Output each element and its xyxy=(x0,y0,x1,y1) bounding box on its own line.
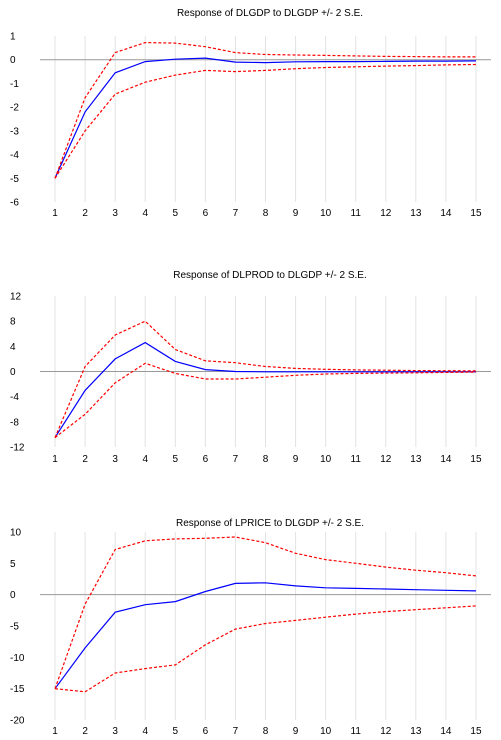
y-tick-label: -5 xyxy=(10,174,19,185)
series-line-upper xyxy=(54,536,477,689)
x-tick-label: 10 xyxy=(320,454,332,465)
x-tick-label: 7 xyxy=(233,454,239,465)
y-tick-label: 0 xyxy=(10,590,16,601)
x-tick-label: 3 xyxy=(112,726,118,737)
x-tick-label: 14 xyxy=(440,454,452,465)
x-tick-label: 3 xyxy=(112,454,118,465)
y-tick-label: -20 xyxy=(10,716,25,727)
x-tick-label: 5 xyxy=(173,454,179,465)
x-tick-label: 12 xyxy=(380,454,392,465)
chart-dlgdp-response: Response of DLGDP to DLGDP +/- 2 S.E. -6 -… xyxy=(10,8,491,219)
x-tick-label: 8 xyxy=(263,208,269,219)
y-tick-label: 5 xyxy=(10,559,16,570)
series-line-lower xyxy=(54,362,477,439)
y-tick-label: -8 xyxy=(10,417,19,428)
x-tick-label: 3 xyxy=(112,208,118,219)
x-tick-label: 6 xyxy=(203,726,209,737)
x-tick-label: 2 xyxy=(82,208,88,219)
y-tick-label: -2 xyxy=(10,103,19,114)
x-tick-label: 8 xyxy=(263,726,269,737)
x-tick-label: 10 xyxy=(320,726,332,737)
y-tick-label: 1 xyxy=(10,32,16,43)
x-tick-label: 2 xyxy=(82,726,88,737)
x-tick-label: 7 xyxy=(233,726,239,737)
y-tick-label: -4 xyxy=(10,150,19,161)
y-tick-label: -3 xyxy=(10,126,19,137)
x-tick-label: 9 xyxy=(293,208,299,219)
x-tick-label: 9 xyxy=(293,726,299,737)
y-tick-label: 12 xyxy=(10,292,22,303)
y-tick-label: 8 xyxy=(10,317,16,328)
x-tick-label: 15 xyxy=(470,208,482,219)
y-tick-label: -10 xyxy=(10,653,25,664)
x-tick-label: 4 xyxy=(142,726,148,737)
chart-title: Response of LPRICE to DLGDP +/- 2 S.E. xyxy=(176,518,364,529)
y-tick-label: -5 xyxy=(10,622,19,633)
x-tick-label: 13 xyxy=(410,454,422,465)
x-tick-label: 5 xyxy=(173,726,179,737)
chart-title: Response of DLPROD to DLGDP +/- 2 S.E. xyxy=(173,270,367,281)
y-tick-label: 4 xyxy=(10,342,16,353)
x-tick-label: 1 xyxy=(52,208,58,219)
chart-dlprod-response: Response of DLPROD to DLGDP +/- 2 S.E. -1… xyxy=(10,270,491,465)
chart-lprice-response: Response of LPRICE to DLGDP +/- 2 S.E. -2… xyxy=(10,518,491,737)
x-tick-label: 14 xyxy=(440,726,452,737)
y-tick-label: -4 xyxy=(10,392,19,403)
x-tick-label: 14 xyxy=(440,208,452,219)
y-tick-label: 0 xyxy=(10,55,16,66)
x-tick-label: 13 xyxy=(410,208,422,219)
series-line-upper xyxy=(54,41,476,179)
y-tick-label: 0 xyxy=(10,367,16,378)
x-tick-label: 8 xyxy=(263,454,269,465)
x-tick-label: 15 xyxy=(470,454,482,465)
x-tick-label: 1 xyxy=(52,454,58,465)
x-tick-label: 12 xyxy=(380,726,392,737)
x-tick-label: 4 xyxy=(142,208,148,219)
x-tick-label: 13 xyxy=(410,726,422,737)
x-tick-label: 9 xyxy=(293,454,299,465)
x-tick-label: 6 xyxy=(203,454,209,465)
y-tick-label: -12 xyxy=(10,443,25,454)
y-tick-label: -6 xyxy=(10,198,19,209)
series-line-lower xyxy=(54,605,477,693)
x-tick-label: 15 xyxy=(470,726,482,737)
y-tick-label: -15 xyxy=(10,684,25,695)
x-tick-label: 6 xyxy=(203,208,209,219)
x-tick-label: 11 xyxy=(351,208,362,219)
x-tick-label: 12 xyxy=(380,208,392,219)
x-tick-label: 10 xyxy=(320,208,332,219)
series-line-lower xyxy=(54,63,477,179)
series-line-response xyxy=(54,582,477,690)
y-tick-label: 10 xyxy=(10,528,22,539)
x-tick-label: 11 xyxy=(351,726,362,737)
x-tick-label: 4 xyxy=(142,454,148,465)
x-tick-label: 5 xyxy=(173,208,179,219)
chart-title: Response of DLGDP to DLGDP +/- 2 S.E. xyxy=(177,8,363,19)
series-line-response xyxy=(54,341,476,438)
series-line-upper xyxy=(54,320,477,438)
x-tick-label: 2 xyxy=(82,454,88,465)
x-tick-label: 11 xyxy=(351,454,362,465)
series-line-response xyxy=(54,57,477,179)
x-tick-label: 7 xyxy=(233,208,239,219)
y-tick-label: -1 xyxy=(10,79,19,90)
x-tick-label: 1 xyxy=(52,726,58,737)
